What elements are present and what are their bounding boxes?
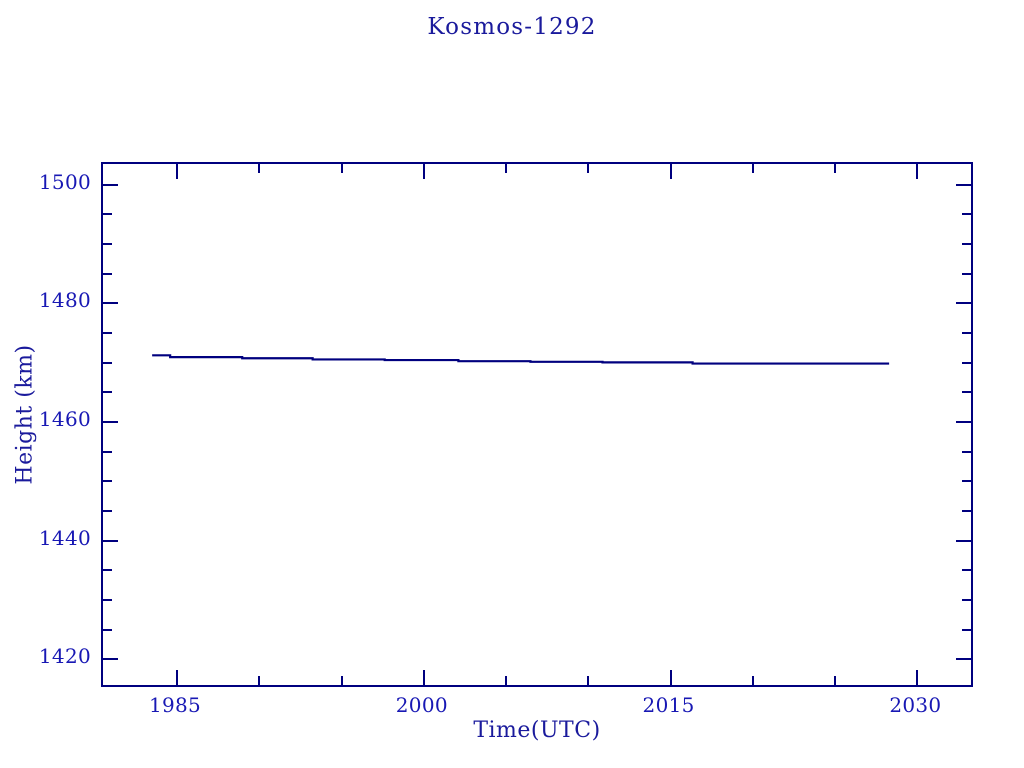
y-tick-1445 xyxy=(103,510,112,513)
x-tick-label-2030: 2030 xyxy=(889,693,942,717)
x-tick-top-2030 xyxy=(916,164,919,179)
y-tick-right-1470 xyxy=(962,361,971,364)
x-tick-top-1995 xyxy=(340,164,343,173)
plot-area xyxy=(101,162,973,687)
x-tick-2010 xyxy=(587,676,590,685)
x-tick-2030 xyxy=(916,670,919,685)
data-series-line xyxy=(152,354,890,365)
x-tick-top-1985 xyxy=(176,164,179,179)
y-tick-right-1480 xyxy=(956,302,971,305)
y-tick-1470 xyxy=(103,361,112,364)
y-tick-1425 xyxy=(103,628,112,631)
y-tick-1500 xyxy=(103,183,118,186)
x-tick-1990 xyxy=(258,676,261,685)
x-tick-top-1990 xyxy=(258,164,261,173)
y-tick-right-1440 xyxy=(956,539,971,542)
x-tick-label-2000: 2000 xyxy=(395,693,448,717)
y-tick-right-1435 xyxy=(962,569,971,572)
y-tick-right-1485 xyxy=(962,272,971,275)
x-tick-top-2020 xyxy=(751,164,754,173)
x-tick-top-2010 xyxy=(587,164,590,173)
y-tick-right-1490 xyxy=(962,243,971,246)
x-tick-1995 xyxy=(340,676,343,685)
x-tick-2000 xyxy=(422,670,425,685)
y-tick-right-1430 xyxy=(962,599,971,602)
y-tick-1430 xyxy=(103,599,112,602)
y-tick-1420 xyxy=(103,658,118,661)
y-tick-right-1495 xyxy=(962,213,971,216)
y-tick-label-1440: 1440 xyxy=(38,525,91,550)
y-tick-label-1460: 1460 xyxy=(38,407,91,432)
x-tick-top-2015 xyxy=(669,164,672,179)
x-tick-top-2025 xyxy=(834,164,837,173)
x-tick-2005 xyxy=(505,676,508,685)
x-axis-title: Time(UTC) xyxy=(473,718,601,743)
y-tick-right-1465 xyxy=(962,391,971,394)
y-tick-label-1500: 1500 xyxy=(38,169,91,194)
x-axis-tick-labels: 1985 2000 2015 2030 xyxy=(101,693,973,723)
y-tick-right-1450 xyxy=(962,480,971,483)
y-tick-1480 xyxy=(103,302,118,305)
y-axis-tick-labels: 1420 1440 1460 1480 1500 xyxy=(0,162,91,687)
x-tick-top-2000 xyxy=(422,164,425,179)
y-tick-label-1480: 1480 xyxy=(38,288,91,313)
y-tick-1490 xyxy=(103,243,112,246)
y-tick-right-1455 xyxy=(962,450,971,453)
y-tick-right-1460 xyxy=(956,421,971,424)
y-tick-1440 xyxy=(103,539,118,542)
x-tick-top-2005 xyxy=(505,164,508,173)
y-tick-1435 xyxy=(103,569,112,572)
y-tick-right-1425 xyxy=(962,628,971,631)
y-tick-1460 xyxy=(103,421,118,424)
y-tick-label-1420: 1420 xyxy=(38,644,91,669)
y-tick-1465 xyxy=(103,391,112,394)
y-tick-1495 xyxy=(103,213,112,216)
chart-title: Kosmos-1292 xyxy=(427,14,597,40)
y-tick-right-1445 xyxy=(962,510,971,513)
y-tick-1455 xyxy=(103,450,112,453)
x-tick-2015 xyxy=(669,670,672,685)
x-tick-2020 xyxy=(751,676,754,685)
y-tick-1475 xyxy=(103,332,112,335)
y-tick-right-1420 xyxy=(956,658,971,661)
y-tick-1450 xyxy=(103,480,112,483)
x-tick-label-2015: 2015 xyxy=(642,693,695,717)
data-line-svg xyxy=(152,354,890,365)
y-tick-right-1500 xyxy=(956,183,971,186)
x-tick-label-1985: 1985 xyxy=(148,693,202,717)
x-tick-2025 xyxy=(834,676,837,685)
y-tick-1485 xyxy=(103,272,112,275)
x-tick-1985 xyxy=(176,670,179,685)
plot-inner xyxy=(103,164,971,685)
y-tick-right-1475 xyxy=(962,332,971,335)
